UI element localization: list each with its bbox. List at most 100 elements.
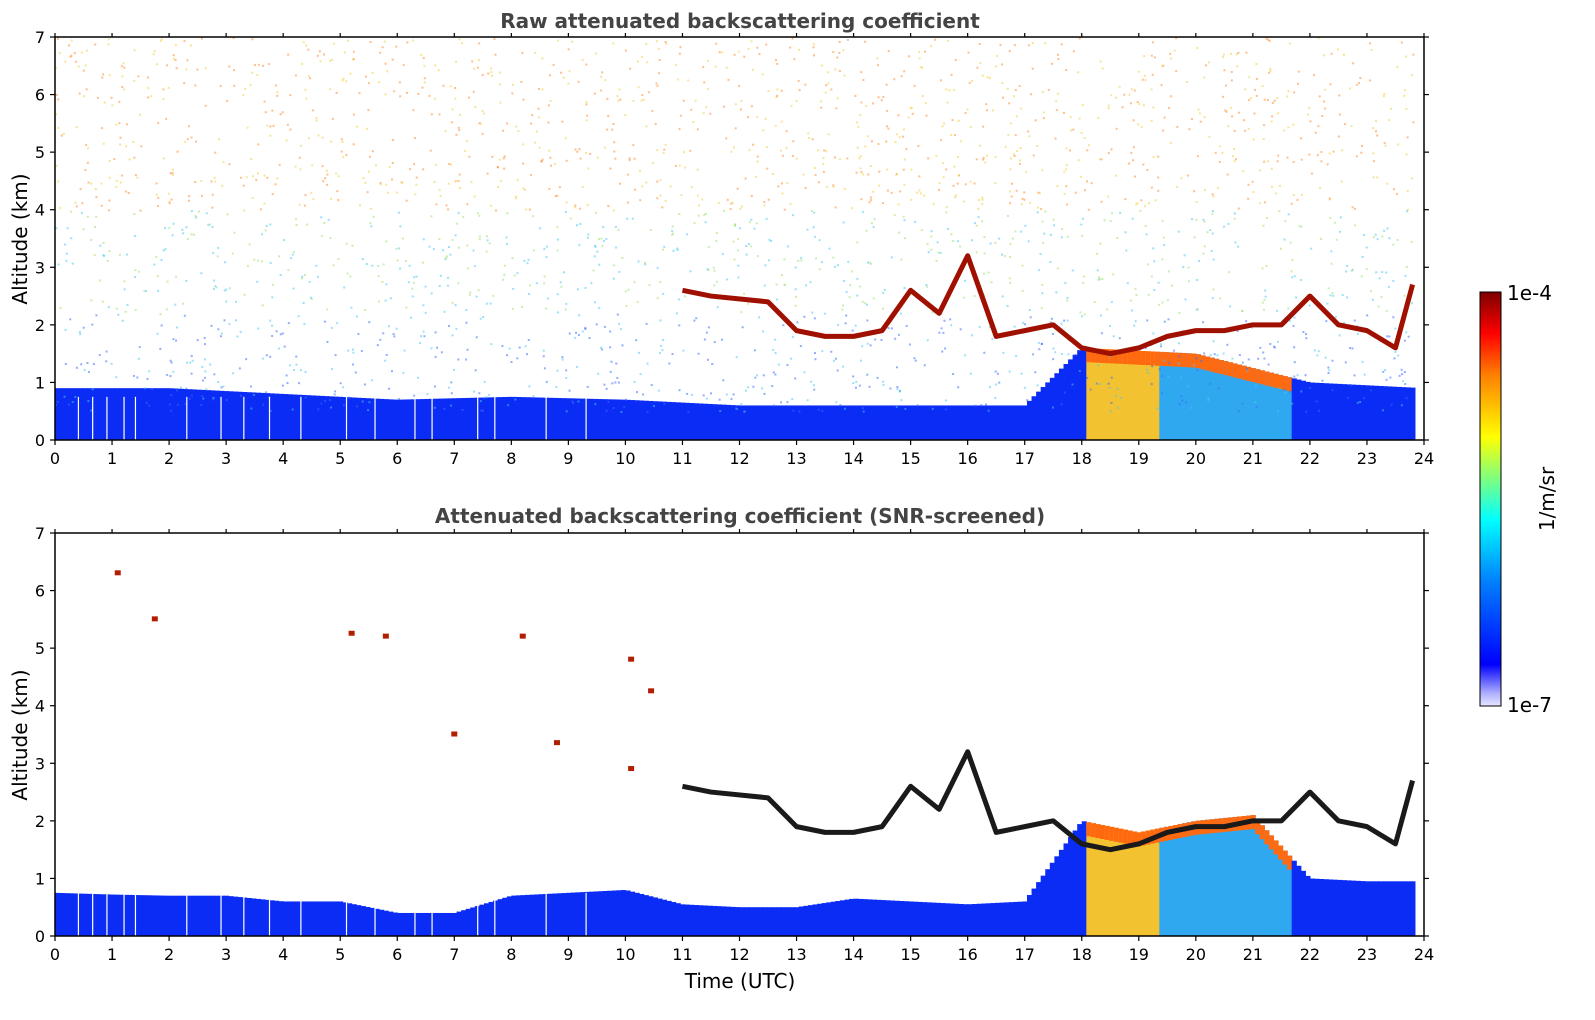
boundary-layer-column (547, 893, 554, 936)
missing-profile-stripe (374, 892, 376, 936)
boundary-layer-column (1273, 373, 1279, 440)
noise-speckle (1038, 192, 1041, 195)
noise-speckle (887, 50, 890, 53)
noise-speckle (1107, 152, 1110, 155)
noise-speckle (372, 215, 375, 218)
y-tick-label: 0 (35, 927, 45, 946)
x-tick-label: 2 (164, 945, 174, 964)
boundary-layer-column (251, 392, 257, 440)
noise-speckle (1287, 213, 1290, 216)
noise-speckle (1151, 365, 1154, 368)
noise-speckle (57, 126, 60, 129)
noise-speckle (261, 233, 264, 236)
noise-speckle (174, 43, 177, 46)
noise-speckle (1110, 301, 1113, 304)
noise-speckle (261, 304, 264, 307)
noise-speckle (543, 248, 546, 251)
noise-speckle (981, 198, 984, 201)
noise-speckle (977, 207, 980, 210)
noise-speckle (447, 276, 450, 279)
noise-speckle (275, 330, 278, 333)
noise-speckle (186, 59, 189, 62)
noise-speckle (1288, 42, 1291, 45)
noise-speckle (1298, 225, 1301, 228)
noise-speckle (625, 304, 628, 307)
noise-speckle (1163, 359, 1166, 362)
boundary-layer-column (1332, 383, 1338, 440)
noise-speckle (1203, 76, 1206, 79)
noise-speckle (190, 355, 193, 358)
noise-speckle (457, 126, 460, 129)
noise-speckle (1326, 302, 1329, 305)
noise-speckle (57, 98, 60, 101)
noise-speckle (1349, 347, 1352, 350)
noise-speckle (1206, 231, 1209, 234)
noise-speckle (1401, 373, 1404, 376)
boundary-layer-column (953, 903, 960, 936)
noise-speckle (663, 148, 666, 151)
noise-speckle (1246, 369, 1249, 372)
boundary-layer-column (82, 893, 88, 936)
noise-speckle (223, 319, 226, 322)
noise-speckle (1375, 120, 1378, 123)
boundary-layer-column (862, 405, 868, 440)
noise-speckle (132, 374, 135, 377)
boundary-layer-column (452, 912, 458, 936)
boundary-layer-column (109, 894, 115, 936)
noise-speckle (169, 403, 172, 406)
cloud-fragment (151, 616, 158, 622)
noise-speckle (430, 292, 433, 295)
boundary-layer-column (383, 399, 389, 440)
boundary-layer-column (835, 405, 841, 440)
boundary-layer-column (315, 901, 321, 936)
noise-speckle (489, 302, 492, 305)
noise-speckle (1123, 93, 1126, 96)
noise-speckle (938, 331, 941, 334)
noise-speckle (147, 76, 150, 79)
noise-speckle (1350, 124, 1353, 127)
boundary-layer-column (753, 907, 759, 936)
boundary-layer-column (1410, 881, 1416, 936)
noise-speckle (1107, 104, 1110, 107)
boundary-layer-column (1296, 865, 1302, 936)
noise-speckle (329, 236, 332, 239)
noise-speckle (1308, 153, 1311, 156)
noise-speckle (577, 400, 580, 403)
noise-speckle (302, 41, 305, 44)
noise-speckle (1266, 99, 1269, 102)
noise-speckle (1381, 271, 1384, 274)
noise-speckle (944, 408, 947, 411)
boundary-layer-column (798, 906, 804, 936)
noise-speckle (746, 116, 749, 119)
noise-speckle (1159, 343, 1162, 346)
boundary-layer-column (1177, 352, 1183, 440)
noise-speckle (1040, 307, 1043, 310)
noise-speckle (1144, 79, 1147, 82)
noise-speckle (281, 111, 284, 114)
noise-speckle (80, 363, 83, 366)
noise-speckle (1202, 252, 1205, 255)
x-tick-label: 18 (1072, 945, 1092, 964)
precip-top-band (1118, 349, 1124, 364)
noise-speckle (527, 258, 530, 261)
noise-speckle (634, 188, 637, 191)
x-tick-label: 6 (392, 449, 402, 468)
noise-speckle (882, 291, 885, 294)
noise-speckle (885, 140, 888, 143)
noise-speckle (71, 262, 74, 265)
noise-speckle (94, 43, 97, 46)
boundary-layer-column (807, 405, 814, 440)
noise-speckle (1098, 276, 1101, 279)
precip-top-band (1141, 831, 1147, 846)
noise-speckle (168, 200, 171, 203)
noise-speckle (702, 65, 705, 68)
boundary-layer-column (242, 391, 248, 440)
noise-speckle (1287, 126, 1290, 129)
noise-speckle (190, 233, 193, 236)
noise-speckle (494, 53, 497, 56)
noise-speckle (842, 279, 845, 282)
noise-speckle (725, 66, 728, 69)
noise-speckle (882, 96, 885, 99)
noise-speckle (330, 140, 333, 143)
noise-speckle (343, 286, 346, 289)
